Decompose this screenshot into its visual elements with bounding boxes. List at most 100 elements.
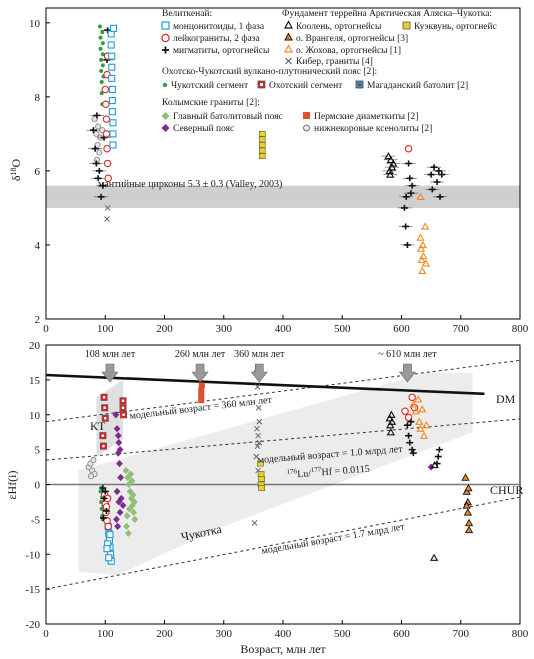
point-monz <box>109 141 117 149</box>
data-points-top <box>86 24 449 275</box>
point-migm <box>99 514 107 521</box>
point-migm <box>408 446 416 453</box>
point-leuco <box>401 407 409 416</box>
point-wrangel <box>461 473 470 481</box>
y-tick-label: -20 <box>25 619 40 631</box>
x-tick-label: 400 <box>275 323 292 335</box>
y-tick-label: 10 <box>29 18 41 30</box>
legend-label-okh-seg: Охотский сегмент <box>269 80 343 91</box>
point-kuekvun <box>258 130 266 137</box>
point-main-bat <box>126 505 133 513</box>
dm-label: DM <box>496 392 516 406</box>
point-migm <box>402 223 410 230</box>
y-tick-label: -5 <box>31 514 41 526</box>
y-axis-label-top: δ18O <box>9 159 24 182</box>
age-arrow-label: ~ 610 млн лет <box>378 349 437 360</box>
point-chuk-seg <box>97 24 102 29</box>
point-xeno <box>96 149 103 156</box>
x-tick-label: 800 <box>512 323 529 335</box>
legend-marker-xeno <box>303 124 310 132</box>
point-migm <box>427 171 435 178</box>
point-zhokhov <box>415 417 424 425</box>
legend-label-leuco: лейкограниты, 2 фаза <box>173 33 260 44</box>
point-leuco <box>103 144 111 153</box>
point-kiber <box>255 404 262 411</box>
legend-marker-leuco <box>161 33 170 43</box>
age-arrow-label: 360 млн лет <box>234 349 285 360</box>
x-tick-label: 0 <box>43 323 49 335</box>
point-migm <box>407 418 415 425</box>
model-age-line <box>45 418 521 461</box>
point-okh-seg-inner <box>101 434 105 437</box>
x-tick-label: 100 <box>97 628 114 640</box>
point-main-bat <box>131 515 139 523</box>
x-tick-label: 200 <box>156 628 173 640</box>
legend-label-kuekvun: Куэквунь, ортогнейс <box>414 21 497 32</box>
point-zhokhov <box>409 400 418 408</box>
y-tick-label: 10 <box>29 410 41 422</box>
point-koolen <box>387 163 397 171</box>
lu-hf-sup1: 176 <box>286 467 298 476</box>
y-axis-label-bottom: εHf(i) <box>5 470 19 499</box>
point-zhokhov <box>411 407 420 415</box>
point-monz <box>109 119 117 127</box>
legend-marker-wrangel <box>284 32 293 41</box>
legend-label-perm: Пермские диаметкиты [2] <box>314 112 418 122</box>
point-zhokhov <box>413 395 423 403</box>
point-north-belt <box>114 522 122 530</box>
legend-marker-chuk-seg <box>162 82 168 88</box>
point-monz <box>109 130 117 138</box>
legend-label-chuk-seg: Чукотский сегмент <box>171 80 249 91</box>
point-leuco <box>408 393 416 402</box>
point-okh-seg-inner <box>104 417 107 420</box>
point-migm <box>99 484 107 491</box>
ylabel-main: δ <box>9 175 23 181</box>
point-leuco <box>102 100 110 109</box>
point-migm <box>407 190 415 197</box>
point-migm <box>408 182 416 189</box>
legend-marker-north-belt <box>161 124 170 132</box>
point-koolen <box>430 460 439 469</box>
point-migm <box>406 439 414 446</box>
x-ticks-top: 0 100 200 300 400 500 600 700 800 <box>43 315 529 335</box>
point-wrangel <box>462 501 471 509</box>
point-north-belt <box>117 473 125 482</box>
point-migm <box>100 495 108 502</box>
point-north-belt <box>119 501 127 510</box>
point-zhokhov <box>422 421 431 429</box>
y-tick-label: -15 <box>25 584 40 596</box>
y-tick-label: 8 <box>35 92 41 104</box>
point-migm <box>92 160 100 167</box>
point-leuco <box>404 144 413 153</box>
model-age-line <box>45 496 521 590</box>
legend-marker-monz <box>161 21 170 30</box>
point-wrangel <box>463 508 473 516</box>
point-migm <box>93 112 101 119</box>
point-main-bat <box>123 522 130 530</box>
point-zhokhov <box>421 222 430 230</box>
point-xeno <box>87 473 95 480</box>
x-axis-label: Возраст, млн лет <box>240 642 326 656</box>
legend-marker-zhokhov <box>283 44 294 53</box>
x-tick-label: 400 <box>275 628 292 640</box>
point-zhokhov <box>419 251 428 260</box>
dm-line <box>45 373 485 396</box>
x-tick-label: 700 <box>453 323 470 335</box>
point-main-bat <box>128 477 136 485</box>
y-tick-label: 2 <box>35 314 41 326</box>
y-ticks-bottom: -20 -15 -10 -5 0 5 10 15 20 <box>25 340 50 631</box>
panel-bottom-hafnium-isotopes: 108 млн лет 260 млн лет 360 млн лет ~ 610 м… <box>5 340 529 656</box>
point-kiber <box>254 383 261 390</box>
point-migm <box>89 127 97 134</box>
point-chuk-seg <box>100 30 105 35</box>
legend-label-main-bat: Главный батолитовый пояс <box>173 111 283 122</box>
point-monz <box>106 531 114 539</box>
legend-marker-mag-bat-inner <box>358 83 361 86</box>
point-north-belt <box>114 432 122 440</box>
point-main-bat <box>123 512 131 520</box>
point-main-bat <box>122 466 130 475</box>
point-north-belt <box>113 515 120 523</box>
point-chuk-seg <box>99 506 104 511</box>
point-migm <box>438 171 446 178</box>
